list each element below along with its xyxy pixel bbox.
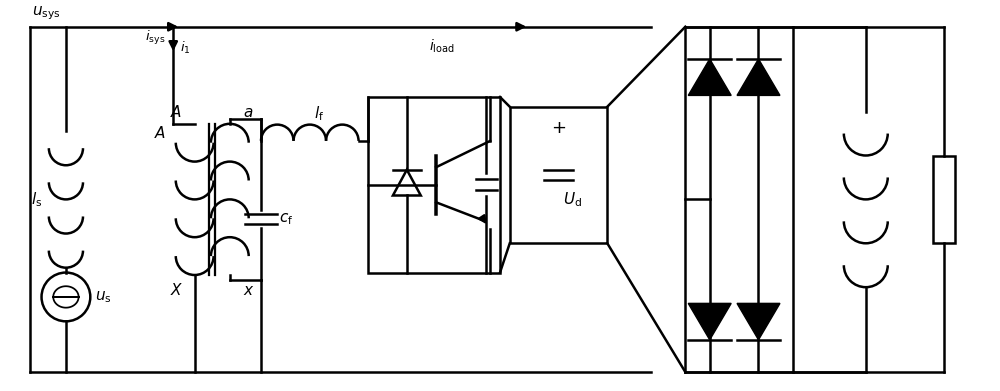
Polygon shape (737, 59, 780, 95)
Polygon shape (688, 59, 731, 95)
Text: $l_{\rm s}$: $l_{\rm s}$ (31, 190, 42, 209)
Text: $c_{\rm f}$: $c_{\rm f}$ (279, 211, 293, 227)
Text: $u_{\rm s}$: $u_{\rm s}$ (95, 289, 112, 305)
Text: a: a (243, 105, 253, 120)
Text: +: + (551, 119, 566, 137)
Polygon shape (688, 303, 731, 340)
Text: $i_{\rm load}$: $i_{\rm load}$ (429, 38, 454, 55)
Bar (510, 107, 607, 243)
Text: A: A (155, 126, 165, 141)
Text: $u_{\rm sys}$: $u_{\rm sys}$ (32, 4, 60, 22)
Bar (368, 97, 500, 273)
Bar (933, 156, 955, 243)
Text: $U_{\rm d}$: $U_{\rm d}$ (563, 190, 582, 209)
Text: $l_{\rm f}$: $l_{\rm f}$ (314, 105, 325, 123)
Text: X: X (171, 283, 181, 298)
Text: A: A (171, 105, 181, 120)
Polygon shape (737, 303, 780, 340)
Text: $i_{\rm 1}$: $i_{\rm 1}$ (180, 40, 191, 56)
Text: $i_{\rm sys}$: $i_{\rm sys}$ (145, 29, 165, 47)
Text: x: x (243, 283, 252, 298)
